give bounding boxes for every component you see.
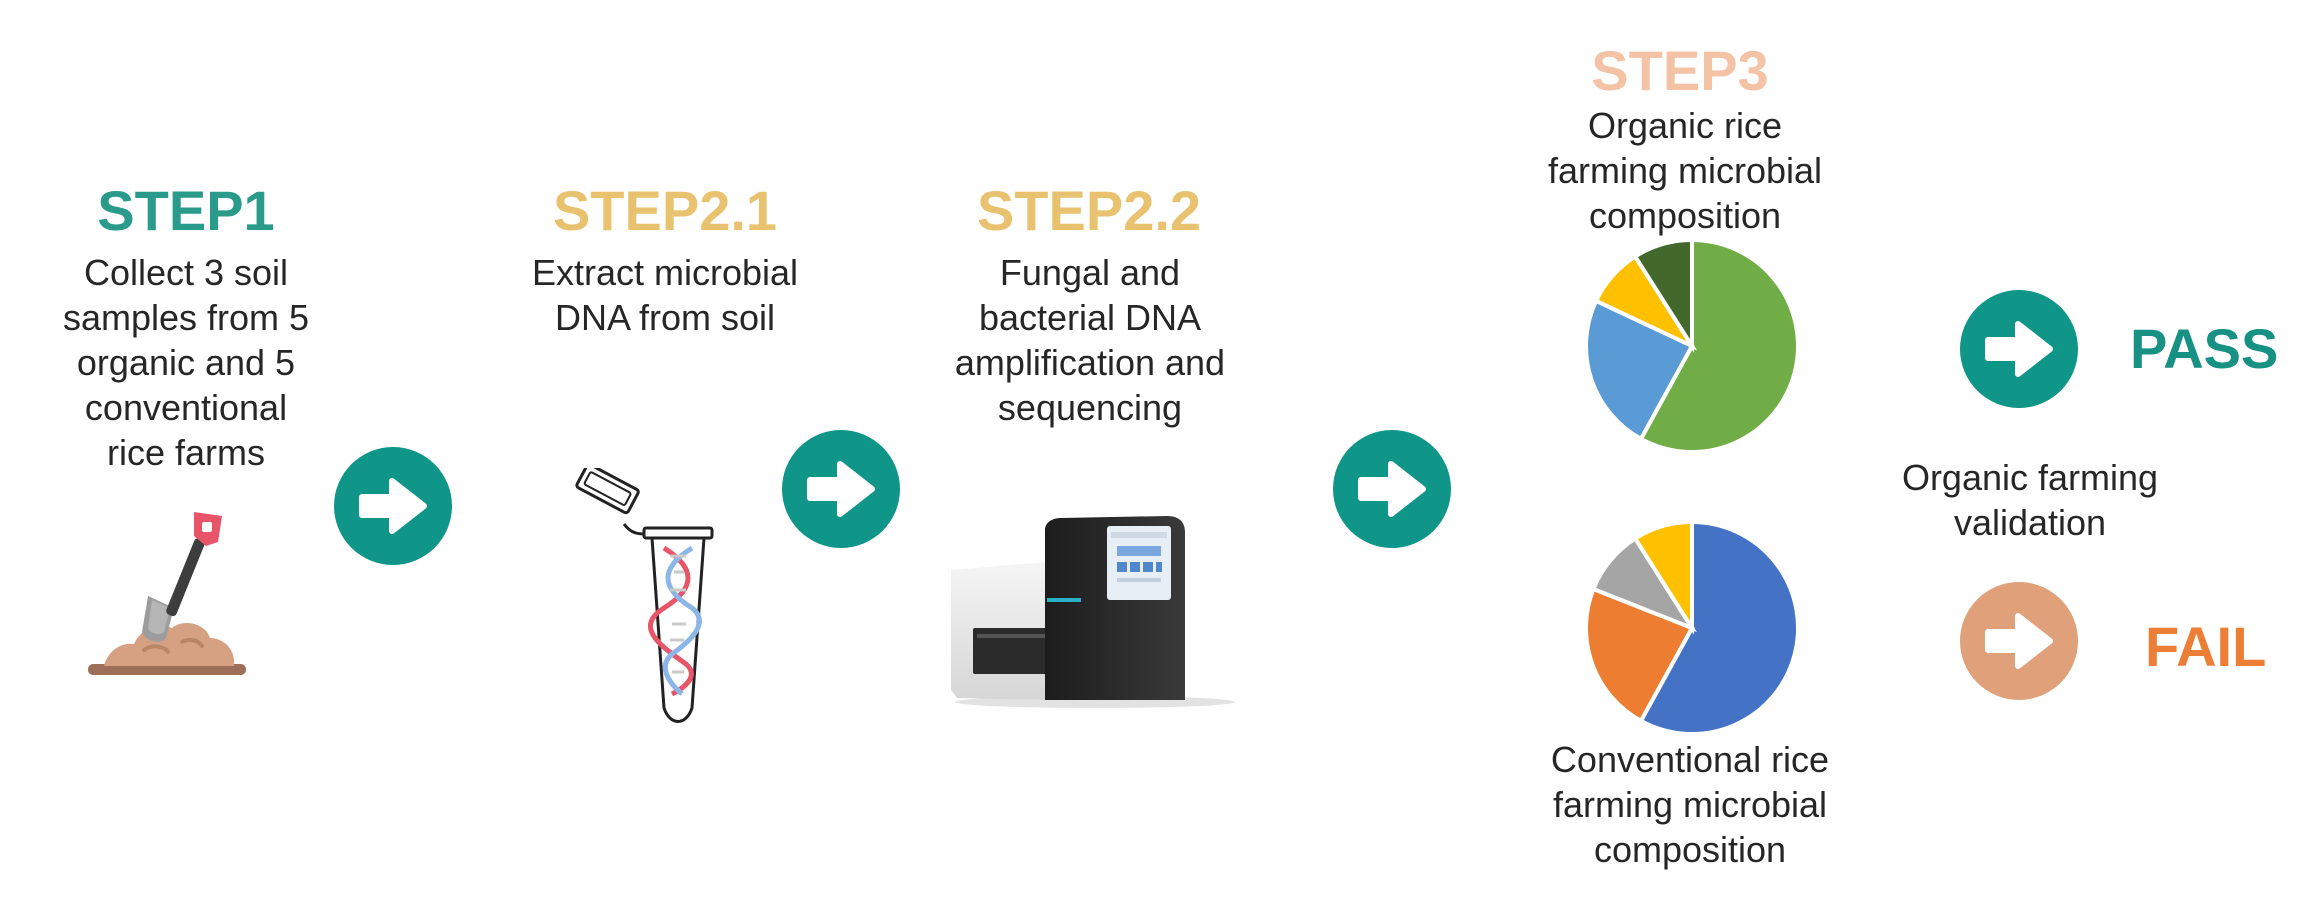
desc-line: amplification and — [954, 342, 1226, 383]
fail-label: FAIL — [2145, 615, 2267, 678]
desc-line: composition — [1588, 195, 1782, 236]
arrow-right-icon — [334, 447, 452, 565]
conventional-pie-slice-1 — [1584, 586, 1695, 724]
desc-line: rice farms — [106, 432, 265, 473]
dna-tube-icon — [560, 468, 720, 730]
desc-line: organic and 5 — [76, 342, 296, 383]
validation-label: Organic farming validation — [1870, 455, 2190, 545]
step2-1-description: Extract microbial DNA from soil — [505, 250, 825, 340]
pass-label: PASS — [2130, 317, 2279, 380]
arrow-right-icon — [1333, 430, 1451, 548]
desc-line: farming microbial — [1547, 150, 1823, 191]
desc-line: DNA from soil — [554, 297, 776, 338]
conventional-pie-slice-3 — [1632, 520, 1694, 635]
organic-pie-chart — [1584, 238, 1800, 454]
step1-description: Collect 3 soil samples from 5 organic an… — [36, 250, 336, 475]
desc-line: Organic farming — [1901, 457, 2159, 498]
shovel-soil-icon — [82, 500, 252, 690]
arrow-right-icon — [1960, 582, 2078, 700]
conventional-pie-slice-0 — [1638, 520, 1800, 736]
conventional-composition-label: Conventional rice farming microbial comp… — [1520, 737, 1860, 872]
desc-line: conventional — [84, 387, 288, 428]
organic-pie-slice-3 — [1632, 238, 1694, 353]
desc-line: Conventional rice — [1550, 739, 1830, 780]
step2-1-title: STEP2.1 — [552, 179, 778, 242]
step2-2-description: Fungal and bacterial DNA amplification a… — [930, 250, 1250, 430]
desc-line: Collect 3 soil — [83, 252, 289, 293]
step2-2-title: STEP2.2 — [976, 179, 1202, 242]
desc-line: composition — [1593, 829, 1787, 870]
conventional-pie-chart — [1584, 520, 1800, 736]
arrow-right-icon — [782, 430, 900, 548]
step1-title: STEP1 — [97, 179, 275, 242]
desc-line: validation — [1953, 502, 2107, 543]
organic-composition-label: Organic rice farming microbial compositi… — [1520, 103, 1850, 238]
step3-title: STEP3 — [1591, 39, 1769, 102]
desc-line: sequencing — [997, 387, 1183, 428]
desc-line: farming microbial — [1552, 784, 1828, 825]
sequencer-icon — [945, 510, 1240, 710]
desc-line: samples from 5 — [62, 297, 310, 338]
arrow-right-icon — [1960, 290, 2078, 408]
desc-line: bacterial DNA — [978, 297, 1202, 338]
desc-line: Extract microbial — [531, 252, 799, 293]
organic-pie-slice-0 — [1638, 238, 1800, 454]
desc-line: Organic rice — [1587, 105, 1783, 146]
desc-line: Fungal and — [999, 252, 1181, 293]
